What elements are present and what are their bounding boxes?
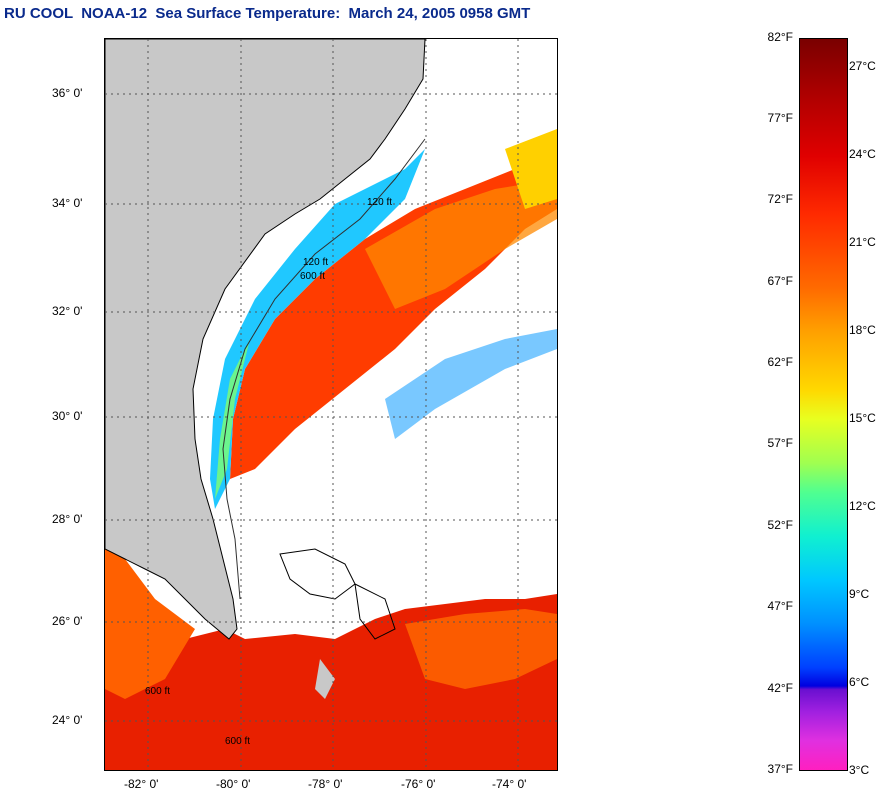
colorbar-f-label: 47°F <box>767 599 793 613</box>
colorbar-c-label: 27°C <box>849 59 876 73</box>
colorbar-c-label: 15°C <box>849 411 876 425</box>
colorbar-c-label: 21°C <box>849 235 876 249</box>
lat-label: 26° 0' <box>52 614 83 628</box>
lon-label: -80° 0' <box>216 777 251 791</box>
colorbar-c-label: 3°C <box>849 763 870 777</box>
map-canvas: 120 ft 600 ft 120 ft 600 ft 600 ft <box>105 39 557 770</box>
colorbar-f-label: 62°F <box>767 355 793 369</box>
contour-label: 600 ft <box>145 686 170 697</box>
shelf-contour <box>222 138 426 600</box>
contour-label: 120 ft <box>303 257 328 268</box>
shelf-water <box>210 149 425 509</box>
colorbar-f-label: 82°F <box>767 30 793 44</box>
colorbar-f-label: 77°F <box>767 111 793 125</box>
colorbar-f-label: 42°F <box>767 681 793 695</box>
colorbar-f-label: 52°F <box>767 518 793 532</box>
temperature-colorbar <box>799 38 848 771</box>
contour-label: 600 ft <box>225 736 250 747</box>
contour-label: 600 ft <box>300 271 325 282</box>
florida-keys-land <box>315 659 335 699</box>
contour-label: 120 ft <box>367 197 392 208</box>
lon-label: -76° 0' <box>401 777 436 791</box>
lat-label: 36° 0' <box>52 86 83 100</box>
graticule <box>105 39 557 770</box>
lat-label: 34° 0' <box>52 196 83 210</box>
colorbar-c-label: 12°C <box>849 499 876 513</box>
colorbar-f-label: 57°F <box>767 436 793 450</box>
lat-label: 30° 0' <box>52 409 83 423</box>
colorbar-f-label: 72°F <box>767 192 793 206</box>
colorbar-c-label: 24°C <box>849 147 876 161</box>
bahamas-outline <box>279 548 396 640</box>
colorbar-f-label: 37°F <box>767 762 793 776</box>
lon-label: -82° 0' <box>124 777 159 791</box>
sst-map[interactable]: 120 ft 600 ft 120 ft 600 ft 600 ft <box>104 38 558 771</box>
lon-label: -74° 0' <box>492 777 527 791</box>
colorbar-c-label: 18°C <box>849 323 876 337</box>
colorbar-c-label: 9°C <box>849 587 870 601</box>
lat-label: 28° 0' <box>52 512 83 526</box>
lat-label: 32° 0' <box>52 304 83 318</box>
page-title: RU COOL NOAA-12 Sea Surface Temperature:… <box>4 5 531 22</box>
gulf-west-water <box>105 509 195 699</box>
us-southeast-land <box>105 39 426 640</box>
colorbar-c-label: 6°C <box>849 675 870 689</box>
colorbar-f-label: 67°F <box>767 274 793 288</box>
gulf-stream-orange <box>365 179 557 309</box>
offshore-streaks <box>385 329 557 439</box>
southern-orange-patches <box>405 609 557 689</box>
lon-label: -78° 0' <box>308 777 343 791</box>
lat-label: 24° 0' <box>52 713 83 727</box>
